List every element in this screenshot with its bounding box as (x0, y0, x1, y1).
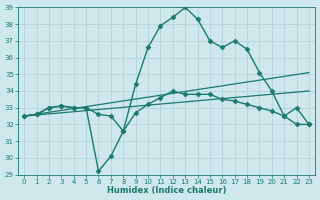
X-axis label: Humidex (Indice chaleur): Humidex (Indice chaleur) (107, 186, 226, 195)
